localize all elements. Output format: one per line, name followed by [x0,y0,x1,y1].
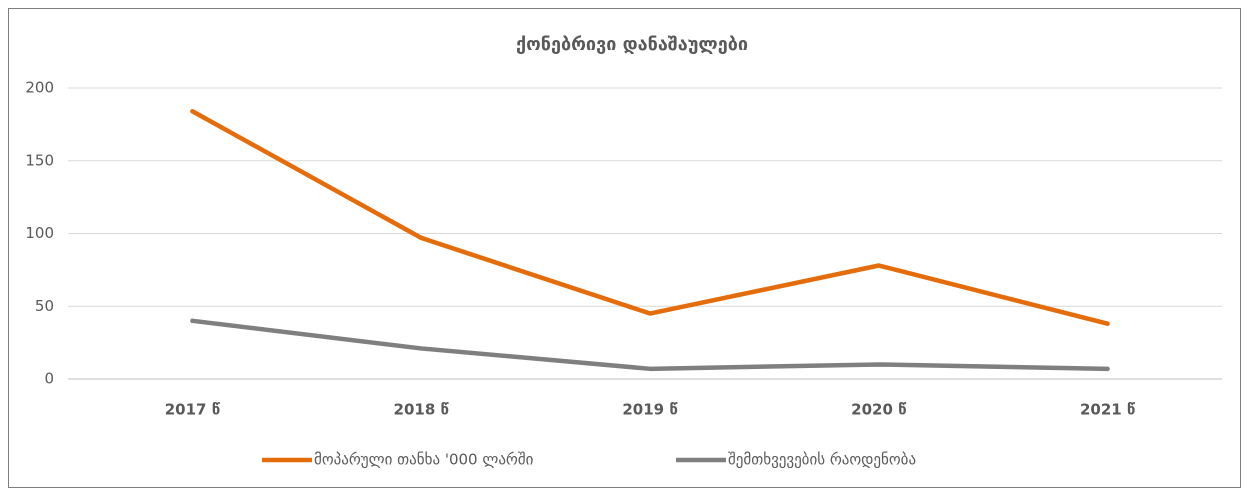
y-tick-label: 0 [44,370,54,388]
y-tick-label: 200 [25,79,54,97]
series-line [190,109,1110,326]
x-tick-label: 2017 წ [165,401,220,419]
series-line [190,318,1110,372]
legend-label: შემთხვევების რაოდენობა [728,451,916,469]
y-tick-label: 100 [25,224,54,242]
x-tick-label: 2019 წ [622,401,677,419]
y-tick-label: 150 [25,151,54,169]
x-tick-label: 2021 წ [1080,401,1135,419]
chart-title: ქონებრივი დანაშაულები [516,34,748,55]
y-tick-label: 50 [35,297,54,315]
legend-label: მოპარული თანხა '000 ლარში [314,451,534,469]
x-tick-label: 2020 წ [851,401,906,419]
x-tick-label: 2018 წ [394,401,449,419]
